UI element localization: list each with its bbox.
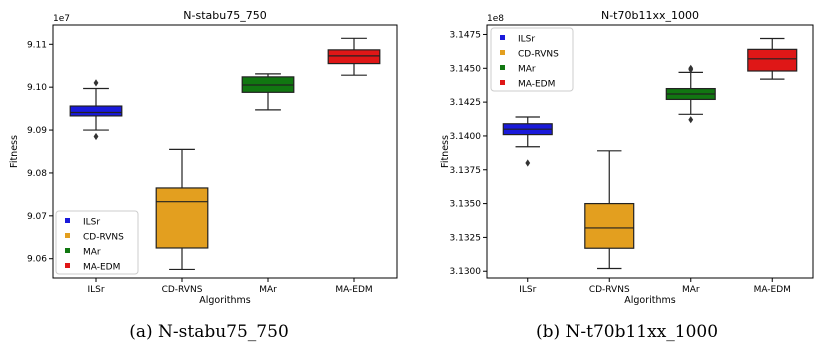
- y-tick-label: 9.10: [27, 83, 47, 93]
- plot-frame: [52, 24, 398, 279]
- legend-label-cd-rvns: CD-RVNS: [518, 50, 559, 60]
- x-tick-label: MA-EDM: [335, 285, 372, 295]
- box-iqr: [155, 187, 209, 249]
- legend-marker-mar: [500, 65, 505, 70]
- y-tick-label: 3.1450: [450, 64, 482, 74]
- outlier-point: [525, 159, 531, 167]
- outlier-point: [688, 66, 694, 74]
- y-tick-label: 3.1350: [450, 200, 482, 210]
- box-cd-rvns: [584, 150, 635, 270]
- legend-label-ma-edm: MA-EDM: [83, 263, 120, 273]
- legend-label-ilsr: ILSr: [83, 218, 100, 228]
- legend-marker-cd-rvns: [65, 233, 70, 238]
- y-tick-label: 3.1300: [450, 267, 482, 277]
- box-mar: [241, 73, 295, 111]
- chart-title: N-stabu75_750: [183, 9, 266, 22]
- legend-box: [490, 27, 574, 92]
- legend-marker-ilsr: [65, 218, 70, 223]
- box-iqr: [747, 48, 798, 72]
- box-ma-edm: [327, 37, 381, 76]
- outlier-point: [688, 116, 694, 124]
- x-tick-label: CD-RVNS: [162, 285, 203, 295]
- legend: ILSr CD-RVNS MAr MA-EDM: [55, 210, 139, 275]
- outlier-point: [93, 79, 99, 87]
- y-axis-label: Fitness: [440, 135, 451, 168]
- y-axis-multiplier: 1e8: [487, 14, 504, 24]
- y-tick-label: 3.1375: [450, 166, 482, 176]
- outlier-point: [93, 132, 99, 141]
- y-tick-label: 9.07: [27, 212, 47, 222]
- legend-marker-mar: [65, 248, 70, 253]
- legend-marker-ilsr: [500, 35, 505, 40]
- legend-box: [55, 210, 139, 275]
- legend-label-ma-edm: MA-EDM: [518, 80, 555, 90]
- y-axis-multiplier: 1e7: [53, 14, 70, 24]
- x-axis-label: Algorithms: [624, 295, 676, 306]
- y-tick-label: 9.08: [27, 169, 47, 179]
- caption-a: (a) N-stabu75_750: [129, 322, 289, 342]
- y-tick-label: 3.1325: [450, 233, 482, 243]
- box-iqr: [327, 49, 381, 65]
- legend-marker-ma-edm: [500, 80, 505, 85]
- y-tick-label: 9.06: [27, 255, 47, 265]
- x-tick-label: ILSr: [519, 285, 536, 295]
- boxplot-chart-n-stabu75-750: N-stabu75_750 1e7 9.06 9.07 9.08 9.09 9.10 9.11…: [9, 9, 398, 306]
- legend-label-mar: MAr: [518, 65, 536, 75]
- x-tick-label: MA-EDM: [754, 285, 791, 295]
- y-tick-label: 3.1425: [450, 98, 482, 108]
- y-tick-label: 9.09: [27, 126, 47, 136]
- caption-b: (b) N-t70b11xx_1000: [535, 322, 719, 342]
- y-tick-label: 3.1400: [450, 132, 482, 142]
- box-cd-rvns: [155, 148, 209, 271]
- box-iqr: [584, 202, 635, 249]
- x-tick-label: ILSr: [87, 285, 104, 295]
- x-axis-label: Algorithms: [199, 295, 251, 306]
- legend-label-mar: MAr: [83, 248, 101, 258]
- legend: ILSr CD-RVNS MAr MA-EDM: [490, 27, 574, 92]
- y-tick-label: 9.11: [27, 40, 47, 50]
- box-iqr: [69, 105, 123, 117]
- legend-label-ilsr: ILSr: [518, 35, 535, 45]
- plot-frame: [486, 24, 814, 279]
- legend-marker-ma-edm: [65, 263, 70, 268]
- y-axis-label: Fitness: [9, 135, 20, 168]
- box-mar: [665, 64, 716, 124]
- x-tick-label: CD-RVNS: [589, 285, 630, 295]
- legend-label-cd-rvns: CD-RVNS: [83, 233, 124, 243]
- box-ilsr: [69, 79, 123, 141]
- box-ma-edm: [747, 37, 798, 80]
- y-tick-label: 3.1475: [450, 30, 482, 40]
- box-ilsr: [502, 116, 553, 167]
- chart-title: N-t70b11xx_1000: [601, 9, 699, 22]
- x-tick-label: MAr: [682, 285, 700, 295]
- x-tick-label: MAr: [259, 285, 277, 295]
- boxplot-chart-n-t70b11xx-1000: N-t70b11xx_1000 1e8 3.1300 3.1325 3.1350 3.13…: [440, 9, 814, 306]
- legend-marker-cd-rvns: [500, 50, 505, 55]
